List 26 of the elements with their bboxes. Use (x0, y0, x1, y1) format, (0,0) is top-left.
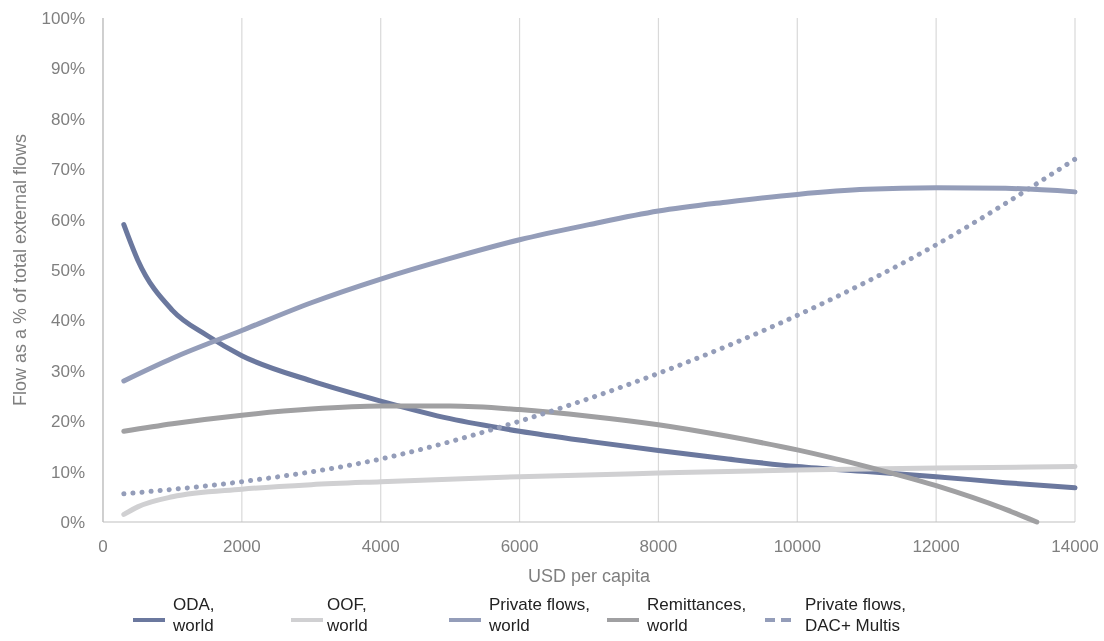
y-tick-label: 10% (50, 462, 85, 482)
y-tick-label: 90% (50, 59, 85, 79)
legend-label: Private flows, DAC+ Multis (805, 595, 907, 635)
y-tick-label: 70% (50, 160, 85, 180)
y-tick-label: 80% (50, 109, 85, 129)
y-tick-label: 100% (41, 8, 85, 28)
x-tick-label: 0 (98, 537, 108, 556)
y-tick-label: 60% (50, 210, 85, 230)
x-tick-label: 6000 (500, 537, 539, 556)
x-tick-label: 12000 (912, 537, 960, 556)
x-tick-label: 8000 (639, 537, 678, 556)
x-axis-title: USD per capita (527, 566, 652, 586)
y-tick-label: 30% (50, 361, 85, 381)
legend-label: Remittances, world (646, 595, 747, 635)
x-tick-label: 4000 (361, 537, 400, 556)
legend-label: Private flows, world (488, 595, 591, 635)
y-tick-label: 50% (50, 260, 85, 280)
legend-label: ODA, world (172, 595, 215, 635)
y-tick-label: 0% (60, 512, 85, 532)
x-tick-label: 2000 (222, 537, 261, 556)
legend-label: OOF, world (326, 595, 368, 635)
y-tick-label: 40% (50, 311, 85, 331)
y-axis-title: Flow as a % of total external flows (10, 133, 30, 407)
x-tick-label: 10000 (773, 537, 821, 556)
y-tick-label: 20% (50, 412, 85, 432)
x-tick-label: 14000 (1051, 537, 1099, 556)
